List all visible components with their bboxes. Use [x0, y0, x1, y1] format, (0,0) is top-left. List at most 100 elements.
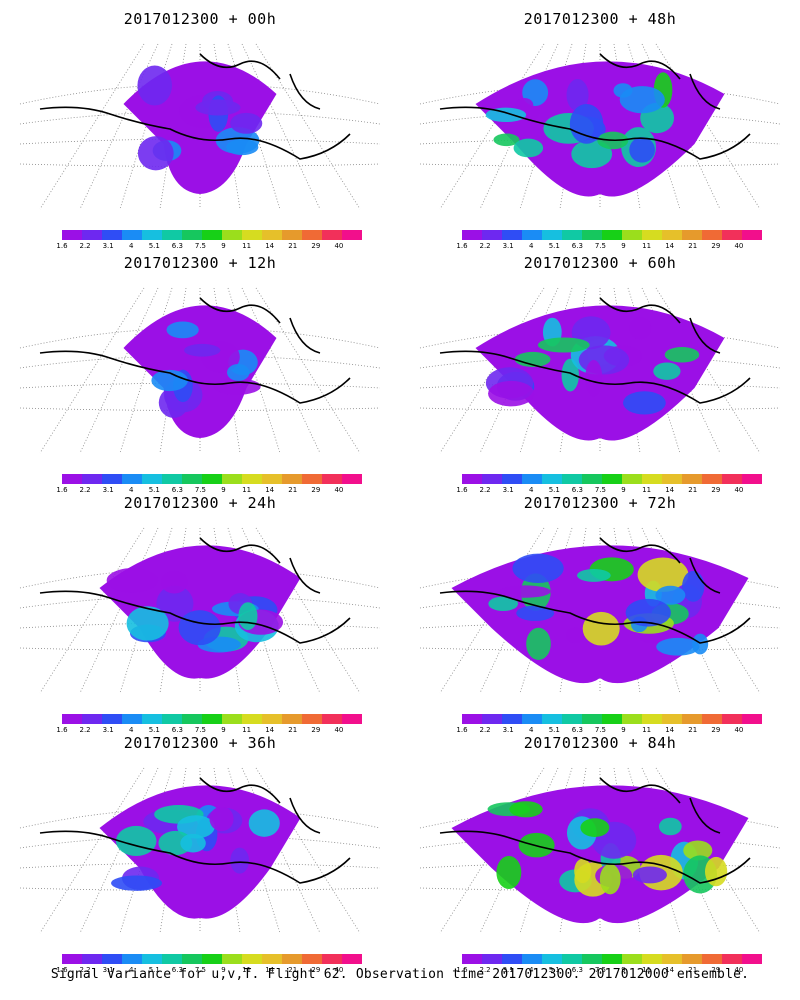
color-swatch	[722, 714, 742, 724]
variance-blob	[177, 815, 215, 839]
color-swatch	[682, 954, 702, 964]
color-swatch	[302, 714, 322, 724]
variance-blob	[166, 321, 199, 339]
scale-tick-label: 4	[128, 966, 134, 974]
coastline	[439, 297, 751, 404]
variance-blob	[516, 605, 555, 621]
variance-blob	[180, 833, 206, 853]
variance-blob	[658, 817, 682, 836]
color-scale-labels: 1.6 2.2 3.1 4 5.1 6.3 7.5 9 11 14 21 29 40	[56, 242, 362, 252]
color-scale: 1.6 2.2 3.1 4 5.1 6.3 7.5 9 11 14 21 29 40	[56, 474, 362, 496]
color-swatch	[742, 954, 762, 964]
color-swatch	[462, 714, 482, 724]
color-swatch	[622, 954, 642, 964]
color-scale: 1.6 2.2 3.1 4 5.1 6.3 7.5 9 11 14 21 29 40	[456, 474, 762, 496]
scale-tick-label: 5.1	[148, 486, 160, 494]
scale-tick-label: 40	[734, 242, 744, 250]
coastline	[439, 537, 751, 644]
variance-blob	[637, 557, 689, 592]
color-swatch	[622, 714, 642, 724]
scale-tick-label: 1.6	[456, 486, 468, 494]
scale-tick-label: 14	[665, 726, 675, 734]
color-swatch	[602, 230, 622, 240]
map-panel: 2017012300 + 36h 1.6 2.2 3.1 4 5.1 6.3 7.5 9 11 14…	[0, 732, 400, 977]
color-swatch	[162, 714, 182, 724]
color-swatch	[182, 714, 202, 724]
scale-tick-label: 6.3	[571, 726, 583, 734]
variance-blob	[126, 606, 169, 641]
color-scale-bar	[462, 954, 762, 964]
color-swatch	[202, 230, 222, 240]
scale-tick-label: 21	[288, 726, 298, 734]
color-swatch	[662, 714, 682, 724]
color-swatch	[522, 230, 542, 240]
scale-tick-label: 4	[528, 966, 534, 974]
color-swatch	[542, 474, 562, 484]
scale-tick-label: 14	[665, 486, 675, 494]
variance-blob	[574, 858, 592, 884]
scale-tick-label: 40	[334, 966, 344, 974]
color-swatch	[522, 474, 542, 484]
color-scale-bar	[462, 230, 762, 240]
color-swatch	[342, 474, 362, 484]
scale-tick-label: 5.1	[548, 486, 560, 494]
scale-tick-label: 40	[334, 486, 344, 494]
color-swatch	[62, 954, 82, 964]
scale-tick-label: 21	[288, 966, 298, 974]
scale-tick-label: 5.1	[148, 966, 160, 974]
color-swatch	[702, 954, 722, 964]
color-swatch	[462, 474, 482, 484]
color-scale-labels: 1.6 2.2 3.1 4 5.1 6.3 7.5 9 11 14 21 29 40	[456, 726, 762, 736]
variance-blob	[705, 856, 728, 887]
color-swatch	[222, 230, 242, 240]
scale-tick-label: 2.2	[79, 486, 91, 494]
color-swatch	[622, 474, 642, 484]
scale-tick-label: 3.1	[102, 242, 114, 250]
coastline	[39, 777, 351, 884]
color-swatch	[602, 954, 622, 964]
variance-blob	[195, 99, 241, 116]
scale-tick-label: 4	[528, 486, 534, 494]
variance-blob	[537, 337, 590, 353]
scale-tick-label: 11	[242, 486, 252, 494]
color-swatch	[122, 230, 142, 240]
color-swatch	[602, 474, 622, 484]
color-swatch	[142, 474, 162, 484]
coastline	[39, 297, 351, 404]
scale-tick-label: 3.1	[502, 242, 514, 250]
variance-blob	[629, 137, 655, 163]
color-swatch	[62, 230, 82, 240]
scale-tick-label: 5.1	[548, 726, 560, 734]
scale-tick-label: 6.3	[571, 486, 583, 494]
color-swatch	[262, 474, 282, 484]
scale-tick-label: 2.2	[79, 242, 91, 250]
variance-blob	[632, 866, 667, 884]
coastline	[439, 777, 751, 884]
scale-tick-label: 29	[311, 726, 321, 734]
map-panel: 2017012300 + 84h 1.6 2.2 3.1 4 5.1 6.3 7.5 9 11 14…	[400, 732, 800, 977]
color-swatch	[182, 954, 202, 964]
variance-blob	[565, 627, 586, 644]
color-scale-bar	[462, 474, 762, 484]
scale-tick-label: 7.5	[194, 966, 207, 974]
color-swatch	[222, 474, 242, 484]
map-panel: 2017012300 + 12h 1.6 2.2 3.1 4 5.1 6.3 7.5 9 11 14…	[0, 252, 400, 497]
scale-tick-label: 40	[734, 966, 744, 974]
color-swatch	[602, 714, 622, 724]
color-swatch	[162, 230, 182, 240]
color-swatch	[102, 954, 122, 964]
scale-tick-label: 11	[642, 966, 652, 974]
variance-blob	[683, 840, 713, 861]
color-swatch	[122, 954, 142, 964]
color-swatch	[522, 714, 542, 724]
variance-blob	[509, 801, 543, 818]
color-swatch	[102, 474, 122, 484]
color-swatch	[122, 714, 142, 724]
variance-blob	[178, 610, 221, 646]
color-scale-bar	[62, 954, 362, 964]
color-swatch	[582, 954, 602, 964]
scale-tick-label: 3.1	[102, 966, 114, 974]
color-swatch	[662, 474, 682, 484]
color-swatch	[142, 230, 162, 240]
color-swatch	[562, 474, 582, 484]
